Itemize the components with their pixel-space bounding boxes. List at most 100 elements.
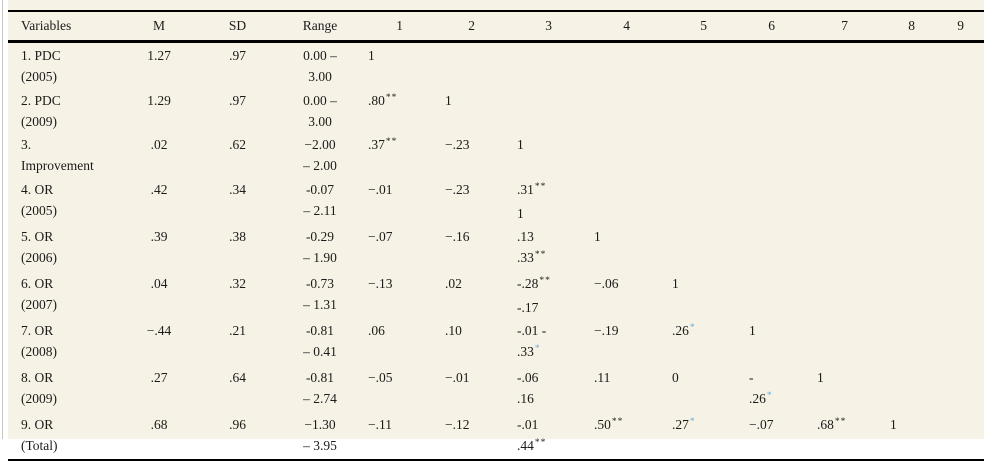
cell-value: .13 xyxy=(517,228,534,244)
cell-line: .21 xyxy=(190,320,285,341)
cell-corr-4 xyxy=(572,42,650,88)
cell-value: – 2.00 xyxy=(303,158,337,173)
header-col-4: 4 xyxy=(572,11,650,43)
cell-value: .32 xyxy=(229,275,246,291)
cell-corr-5 xyxy=(650,88,727,133)
cell-corr-5: .26* xyxy=(650,318,727,365)
table-panel xyxy=(8,0,984,439)
cell-line: −.07 xyxy=(368,226,423,247)
cell-corr-9 xyxy=(935,88,984,133)
cell-value: −.06 xyxy=(594,275,619,291)
header-range: Range xyxy=(285,11,355,43)
cell-corr-2 xyxy=(423,42,495,88)
cell-corr-4: −.19 xyxy=(572,318,650,365)
cell-value: .06 xyxy=(368,322,385,338)
cell-mean: .02 xyxy=(128,132,190,177)
cell-value: -0.29 xyxy=(305,228,335,244)
cell-value: (2009) xyxy=(21,390,57,406)
cell-variable: 1. PDC (2005) xyxy=(8,42,128,88)
significance-marker: ** xyxy=(611,416,624,427)
cell-corr-4 xyxy=(572,132,650,177)
cell-range: −2.00 – 2.00 xyxy=(285,132,355,177)
cell-corr-7: .68** xyxy=(795,411,868,461)
header-col-2: 2 xyxy=(423,11,495,43)
cell-value: .44 xyxy=(517,437,534,453)
cell-line: .02 xyxy=(128,134,190,155)
significance-marker: ** xyxy=(534,181,547,192)
cell-corr-4: −.06 xyxy=(572,271,650,318)
cell-value: – 2.11 xyxy=(303,202,337,218)
cell-corr-1: .06 xyxy=(355,318,423,365)
cell-corr-4 xyxy=(572,88,650,133)
significance-footnote-link[interactable]: * xyxy=(689,322,696,333)
cell-corr-8: 1 xyxy=(868,411,935,461)
cell-line: −.07 xyxy=(749,414,795,435)
cell-corr-5 xyxy=(650,177,727,224)
cell-line: - xyxy=(749,367,795,388)
cell-corr-3: -.06 .16 xyxy=(495,365,572,412)
table-row: 7. OR (2008) −.44 .21 -0.81 – 0.41 .06 .10… xyxy=(8,318,984,365)
cell-variable: 4. OR (2005) xyxy=(8,177,128,224)
cell-value: 1 xyxy=(890,416,897,432)
cell-value: 1 xyxy=(594,228,601,244)
cell-value: −.01 xyxy=(368,181,393,197)
header-col-3: 3 xyxy=(495,11,572,43)
significance-footnote-link[interactable]: * xyxy=(766,390,773,401)
cell-line: 3.00 xyxy=(285,66,355,87)
cell-line: −.19 xyxy=(594,320,650,341)
table-row: 2. PDC (2009) 1.29 .97 0.00 – 3.00 .80** 1 xyxy=(8,88,984,133)
cell-corr-1: −.07 xyxy=(355,224,423,271)
cell-value: 0.00 – xyxy=(303,48,337,63)
cell-line: 3.00 xyxy=(285,111,355,132)
cell-corr-9 xyxy=(935,224,984,271)
cell-corr-8 xyxy=(868,365,935,412)
cell-value: −.44 xyxy=(146,322,172,338)
cell-sd: .34 xyxy=(190,177,285,224)
cell-value: 1 xyxy=(517,137,524,152)
cell-variable: 2. PDC (2009) xyxy=(8,88,128,133)
cell-line: 0 xyxy=(672,367,727,388)
significance-footnote-link[interactable]: * xyxy=(534,343,541,354)
cell-line: .11 xyxy=(594,367,650,388)
cell-corr-9 xyxy=(935,132,984,177)
cell-corr-3 xyxy=(495,42,572,88)
cell-variable: 7. OR (2008) xyxy=(8,318,128,365)
cell-value: -0.73 xyxy=(305,275,335,291)
cell-range: 0.00 – 3.00 xyxy=(285,42,355,88)
cell-line: -0.81 xyxy=(285,320,355,341)
cell-line: 1 xyxy=(672,273,727,294)
cell-variable: 9. OR (Total) xyxy=(8,411,128,461)
cell-corr-8 xyxy=(868,177,935,224)
cell-corr-2: 1 xyxy=(423,88,495,133)
cell-line: – 1.31 xyxy=(285,294,355,315)
cell-corr-6: 1 xyxy=(727,318,795,365)
correlation-table: Variables M SD Range 1 2 3 4 5 6 7 8 9 1… xyxy=(8,10,984,461)
cell-corr-9 xyxy=(935,365,984,412)
cell-value: 1.29 xyxy=(147,92,171,108)
cell-value: 1.27 xyxy=(147,48,171,63)
cell-corr-3: -.01 .44** xyxy=(495,411,572,461)
cell-value: .04 xyxy=(150,275,168,291)
cell-value: – 1.90 xyxy=(303,249,337,265)
cell-line: .96 xyxy=(190,414,285,435)
cell-corr-5 xyxy=(650,224,727,271)
cell-corr-2: −.01 xyxy=(423,365,495,412)
cell-corr-9 xyxy=(935,318,984,365)
cell-corr-6 xyxy=(727,177,795,224)
cell-line: .42 xyxy=(128,179,190,200)
header-variables: Variables xyxy=(8,11,128,43)
cell-line: .97 xyxy=(190,45,285,66)
cell-value: .11 xyxy=(594,369,611,385)
cell-line: .27* xyxy=(672,414,727,438)
cell-line: .26* xyxy=(749,388,795,412)
cell-mean: .42 xyxy=(128,177,190,224)
cell-corr-2: .02 xyxy=(423,271,495,318)
cell-line: -0.07 xyxy=(285,179,355,200)
cell-corr-8 xyxy=(868,318,935,365)
cell-value: 4. OR xyxy=(21,181,54,197)
cell-value: −.11 xyxy=(368,416,392,432)
cell-range: -0.81 – 2.74 xyxy=(285,365,355,412)
cell-value: .80 xyxy=(368,92,385,108)
significance-footnote-link[interactable]: * xyxy=(689,416,696,427)
cell-value: – 1.31 xyxy=(303,296,337,312)
